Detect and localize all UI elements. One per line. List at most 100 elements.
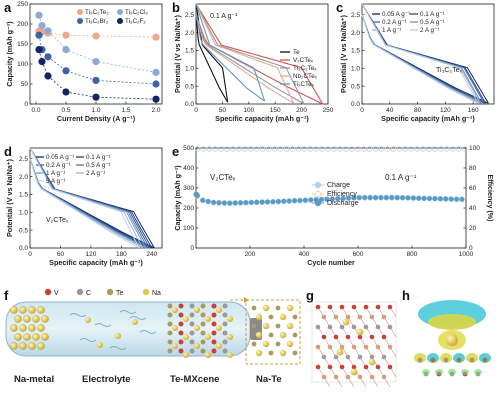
- legend-label: 0.1 A g⁻¹: [420, 11, 445, 18]
- panel-label-d: d: [4, 144, 12, 159]
- y-tick-label: 200: [17, 21, 28, 28]
- y-tick-label: 2.0: [351, 30, 360, 37]
- atom: [333, 314, 339, 320]
- charge-curve: [195, 3, 266, 102]
- na-atom: [37, 342, 45, 350]
- efficiency-point: [194, 146, 201, 152]
- legend-label: 0.5 A g⁻¹: [86, 162, 111, 169]
- efficiency-point: [420, 146, 426, 152]
- na-te-atom: [292, 332, 298, 338]
- data-point: [152, 80, 160, 88]
- lattice-atom: [200, 312, 206, 318]
- lattice-atom: [167, 321, 173, 327]
- na-te-atom: [279, 313, 287, 321]
- data-point: [44, 72, 52, 80]
- discharge-point: [232, 200, 238, 206]
- atom: [375, 364, 381, 370]
- legend-label: Ti₂CTeₓ: [293, 81, 315, 88]
- data-point: [152, 95, 160, 103]
- lattice-atom: [189, 339, 195, 345]
- na-te-atom: [286, 304, 294, 312]
- discharge-point: [378, 194, 384, 201]
- efficiency-point: [218, 146, 224, 152]
- na-atom: [350, 368, 358, 376]
- y-right-tick-label: 80: [469, 165, 477, 172]
- na-atom: [194, 325, 200, 331]
- lattice-atom: [189, 312, 195, 318]
- atom: [351, 304, 357, 310]
- na-atom: [14, 333, 22, 341]
- lattice-atom: [167, 348, 173, 354]
- lattice-atom: [200, 339, 206, 345]
- efficiency-point: [259, 146, 266, 152]
- efficiency-point: [402, 146, 408, 152]
- x-axis-label: Current Density (A g⁻¹): [57, 114, 136, 123]
- efficiency-point: [408, 146, 414, 152]
- y-axis-label: Potential (V vs Na/Na⁺): [339, 14, 348, 93]
- discharge-point: [372, 194, 379, 201]
- lattice-atom: [211, 348, 217, 354]
- lattice-atom: [211, 321, 217, 327]
- atom: [357, 314, 363, 320]
- atom: [363, 364, 369, 370]
- te-mxene-lattice: [167, 303, 233, 358]
- na-atom: [14, 315, 22, 323]
- legend-marker: [77, 9, 83, 15]
- efficiency-point: [343, 146, 349, 152]
- x-tick-label: 160: [468, 107, 479, 114]
- lattice-atom: [200, 321, 206, 327]
- discharge-point: [421, 195, 427, 202]
- series-label: V₂CTeₓ: [46, 217, 69, 224]
- legend-label: 0.2 A g⁻¹: [46, 162, 71, 169]
- atom: [375, 344, 381, 350]
- atom-legend: V C Te Na: [44, 288, 161, 297]
- efficiency-point: [224, 146, 230, 152]
- electrolyte-wave: [119, 310, 137, 314]
- discharge-curve: [195, 14, 229, 103]
- lattice-atom: [167, 303, 173, 309]
- atom: [351, 364, 357, 370]
- lattice-atom: [189, 321, 195, 327]
- na-atom: [23, 315, 31, 323]
- efficiency-point: [444, 146, 450, 152]
- na-te-atom: [251, 341, 257, 347]
- legend-label: Ti₃C₂Te₂: [85, 9, 109, 16]
- lattice-atom: [167, 312, 173, 318]
- na-atom: [28, 306, 36, 314]
- efficiency-point: [396, 146, 403, 152]
- atom: [387, 364, 393, 370]
- plot-frame: [195, 3, 329, 105]
- atom: [315, 304, 321, 310]
- efficiency-point: [360, 146, 367, 152]
- atom: [375, 304, 381, 310]
- lattice-atom: [222, 321, 228, 327]
- atom: [369, 334, 375, 340]
- atom: [363, 324, 369, 330]
- y-right-tick-label: 100: [469, 145, 480, 152]
- atom: [345, 334, 351, 340]
- charge-lobe: [435, 369, 443, 375]
- x-tick-label: 150: [270, 107, 281, 114]
- atom: [327, 324, 333, 330]
- discharge-point: [302, 197, 309, 204]
- na-te-atom: [262, 322, 270, 330]
- y-tick-label: 1.5: [351, 48, 360, 55]
- discharge-point: [399, 194, 406, 201]
- y-tick-label: 250: [17, 1, 28, 8]
- na-te-atom: [286, 322, 294, 330]
- na-atom: [37, 306, 45, 314]
- na-te-atom: [255, 349, 263, 357]
- efficiency-point: [301, 146, 307, 152]
- electrolyte-wave: [69, 313, 87, 317]
- atom: [321, 354, 327, 360]
- x-tick-label: 120: [440, 107, 451, 114]
- discharge-point: [459, 196, 465, 203]
- atom: [363, 344, 369, 350]
- label-na-metal: Na-metal: [14, 374, 54, 385]
- x-axis-label: Specific capacity (mAh g⁻¹): [49, 258, 143, 267]
- efficiency-point: [236, 146, 242, 152]
- x-tick-label: 1000: [459, 251, 474, 258]
- lattice-atom: [167, 330, 173, 336]
- efficiency-point: [200, 146, 206, 152]
